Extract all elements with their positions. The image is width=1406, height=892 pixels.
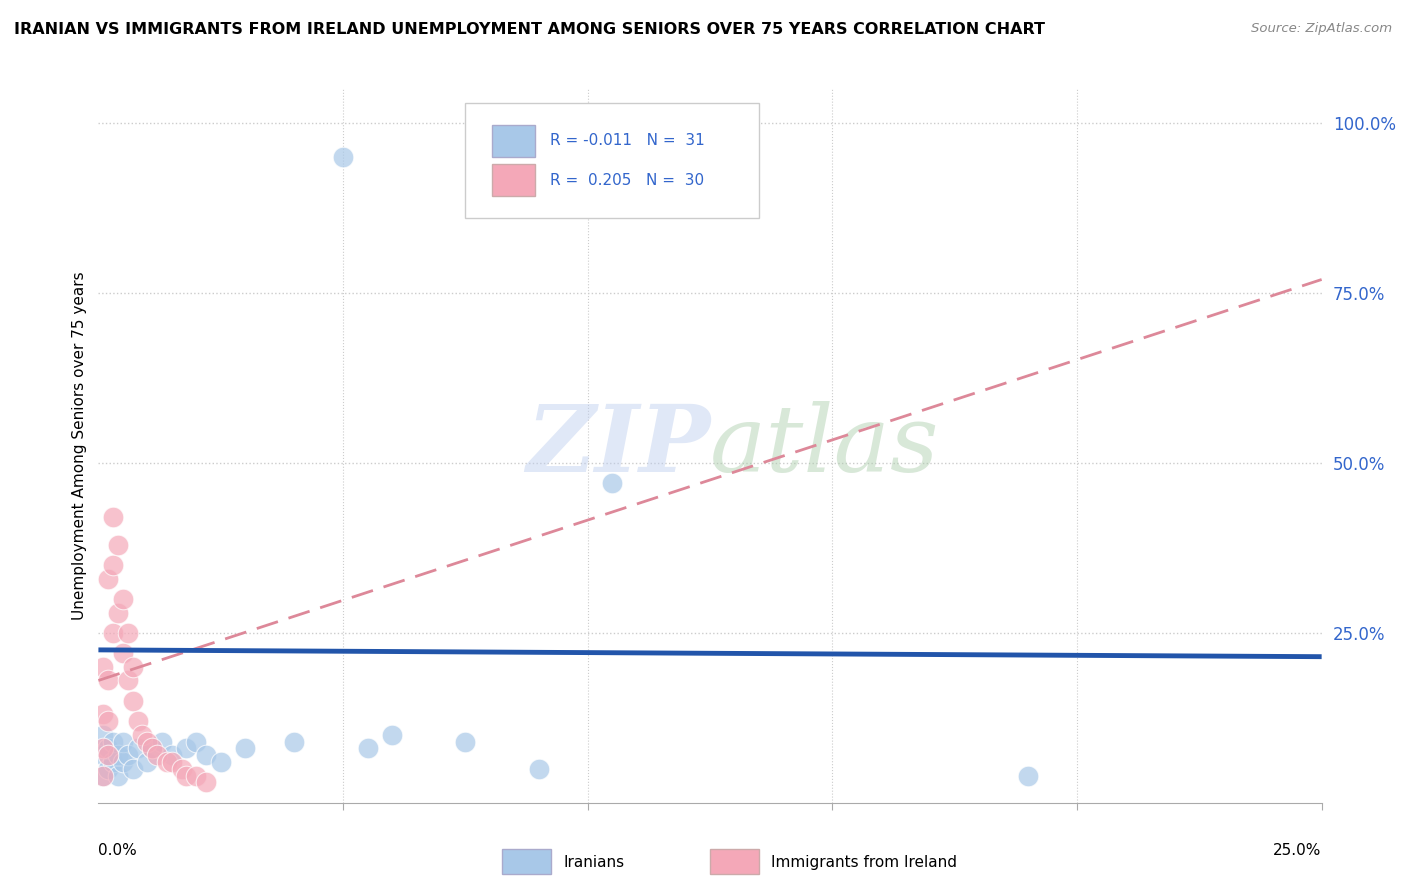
FancyBboxPatch shape	[492, 164, 536, 196]
FancyBboxPatch shape	[502, 849, 551, 874]
Point	[195, 775, 218, 789]
Y-axis label: Unemployment Among Seniors over 75 years: Unemployment Among Seniors over 75 years	[72, 272, 87, 620]
Point	[156, 755, 179, 769]
Point	[117, 673, 139, 688]
Point	[141, 741, 163, 756]
Point	[101, 734, 124, 748]
Point	[186, 734, 208, 748]
Text: IRANIAN VS IMMIGRANTS FROM IRELAND UNEMPLOYMENT AMONG SENIORS OVER 75 YEARS CORR: IRANIAN VS IMMIGRANTS FROM IRELAND UNEMP…	[14, 22, 1045, 37]
Point	[283, 734, 305, 748]
Point	[97, 673, 120, 688]
Point	[127, 741, 149, 756]
Point	[136, 755, 159, 769]
Point	[131, 728, 153, 742]
Point	[121, 660, 143, 674]
Text: Source: ZipAtlas.com: Source: ZipAtlas.com	[1251, 22, 1392, 36]
Point	[101, 510, 124, 524]
Point	[107, 537, 129, 551]
Point	[381, 728, 404, 742]
Point	[111, 591, 134, 606]
Point	[97, 748, 120, 763]
Text: R = -0.011   N =  31: R = -0.011 N = 31	[550, 134, 704, 148]
Point	[356, 741, 378, 756]
Point	[233, 741, 256, 756]
Point	[127, 714, 149, 729]
Point	[121, 762, 143, 776]
Point	[107, 606, 129, 620]
Point	[97, 714, 120, 729]
Point	[146, 748, 169, 763]
Point	[97, 572, 120, 586]
Point	[195, 748, 218, 763]
Point	[91, 660, 114, 674]
Point	[1017, 769, 1039, 783]
Point	[117, 748, 139, 763]
Point	[91, 748, 114, 763]
Point	[176, 769, 198, 783]
Point	[91, 769, 114, 783]
Point	[600, 476, 623, 491]
Text: 0.0%: 0.0%	[98, 843, 138, 858]
FancyBboxPatch shape	[465, 103, 759, 218]
Text: atlas: atlas	[710, 401, 939, 491]
FancyBboxPatch shape	[710, 849, 759, 874]
Point	[176, 741, 198, 756]
Point	[170, 762, 193, 776]
FancyBboxPatch shape	[492, 125, 536, 157]
Point	[107, 769, 129, 783]
Text: ZIP: ZIP	[526, 401, 710, 491]
Point	[111, 734, 134, 748]
Point	[160, 748, 183, 763]
Point	[91, 707, 114, 722]
Point	[91, 728, 114, 742]
Point	[111, 646, 134, 660]
Point	[97, 762, 120, 776]
Point	[209, 755, 232, 769]
Point	[111, 755, 134, 769]
Point	[117, 626, 139, 640]
Point	[141, 741, 163, 756]
Point	[332, 150, 354, 164]
Point	[160, 755, 183, 769]
Point	[454, 734, 477, 748]
Point	[107, 748, 129, 763]
Text: 25.0%: 25.0%	[1274, 843, 1322, 858]
Point	[150, 734, 173, 748]
Point	[97, 741, 120, 756]
Text: Iranians: Iranians	[564, 855, 624, 870]
Point	[527, 762, 550, 776]
Text: Immigrants from Ireland: Immigrants from Ireland	[772, 855, 957, 870]
Point	[121, 694, 143, 708]
Text: R =  0.205   N =  30: R = 0.205 N = 30	[550, 173, 704, 187]
Point	[136, 734, 159, 748]
Point	[91, 769, 114, 783]
Point	[101, 626, 124, 640]
Point	[91, 741, 114, 756]
Point	[101, 558, 124, 572]
Point	[186, 769, 208, 783]
Point	[101, 755, 124, 769]
